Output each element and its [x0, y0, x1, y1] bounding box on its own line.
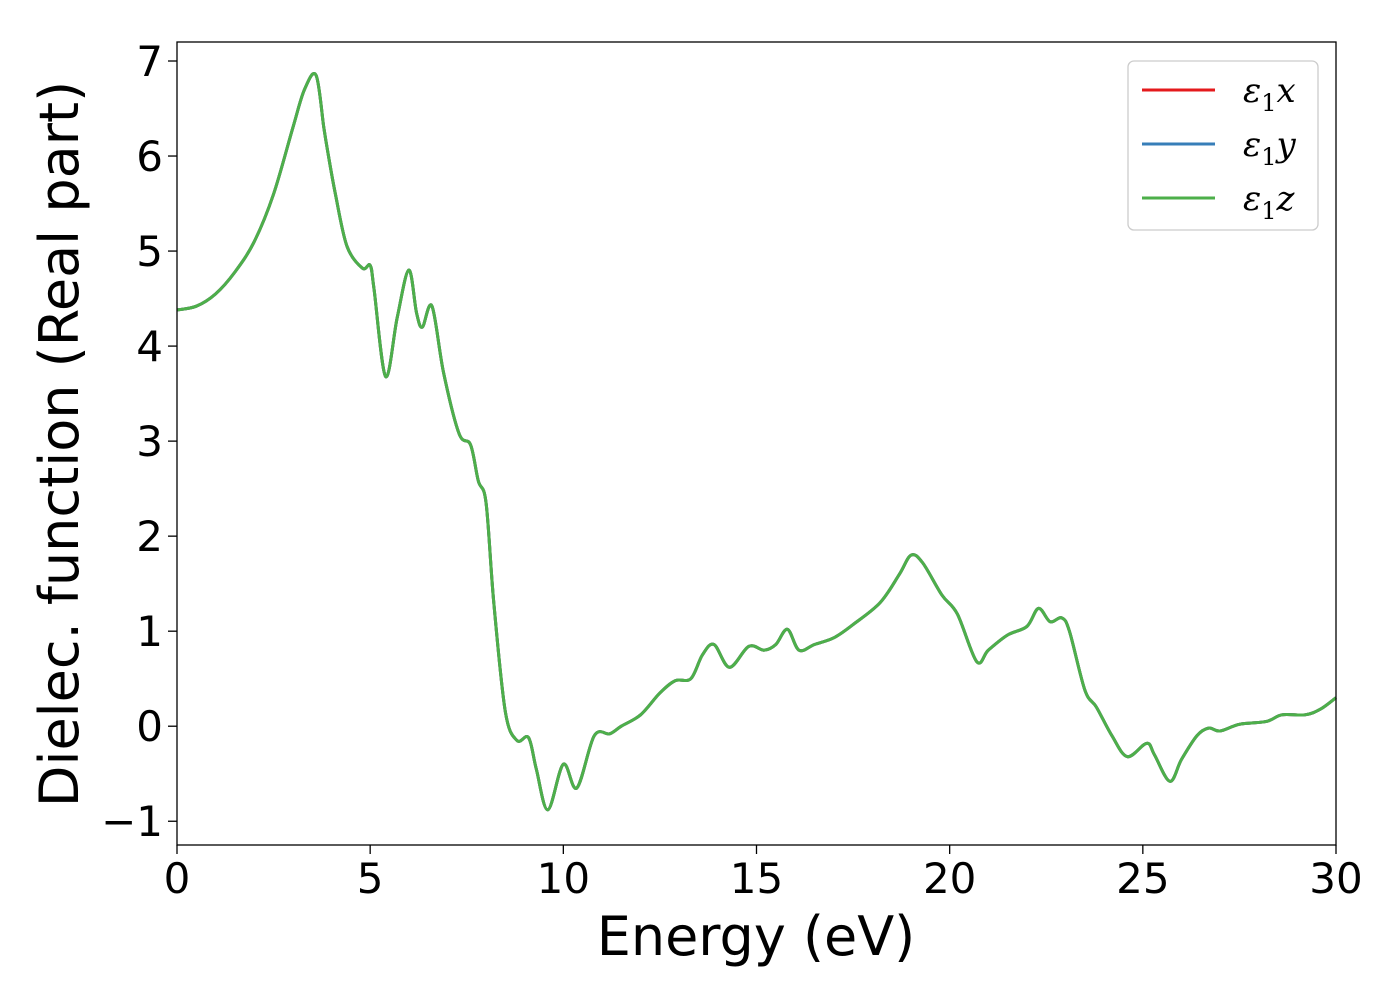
y-axis: −1 0 1 2 3 4 5 6 7	[101, 37, 177, 846]
x-tick-label: 25	[1116, 854, 1169, 903]
y-tick-label: −1	[101, 797, 163, 846]
legend-box	[1127, 60, 1319, 231]
x-axis-label: Energy (eV)	[597, 905, 916, 968]
x-tick-label: 15	[730, 854, 783, 903]
y-tick-label: 4	[136, 322, 163, 371]
y-axis-label: Dielec. function (Real part)	[28, 81, 91, 807]
series-line-z	[176, 72, 1337, 812]
y-tick-label: 0	[136, 702, 163, 751]
legend-label-z: ε1z	[1243, 179, 1296, 225]
x-tick-label: 20	[923, 854, 976, 903]
legend: ε1x ε1y ε1z	[1127, 60, 1319, 231]
y-tick-label: 2	[136, 512, 163, 561]
x-tick-label: 0	[164, 854, 191, 903]
x-axis: 0 5 10 15 20 25 30	[164, 845, 1363, 903]
y-tick-label: 1	[136, 607, 163, 656]
y-tick-label: 7	[136, 37, 163, 86]
x-tick-label: 30	[1309, 854, 1362, 903]
x-tick-label: 10	[537, 854, 590, 903]
y-tick-label: 6	[136, 132, 163, 181]
y-tick-label: 5	[136, 227, 163, 276]
legend-label-y: ε1y	[1243, 125, 1297, 171]
legend-label-x: ε1x	[1243, 71, 1296, 117]
x-tick-label: 5	[357, 854, 384, 903]
series-layer	[176, 72, 1337, 812]
y-tick-label: 3	[136, 417, 163, 466]
